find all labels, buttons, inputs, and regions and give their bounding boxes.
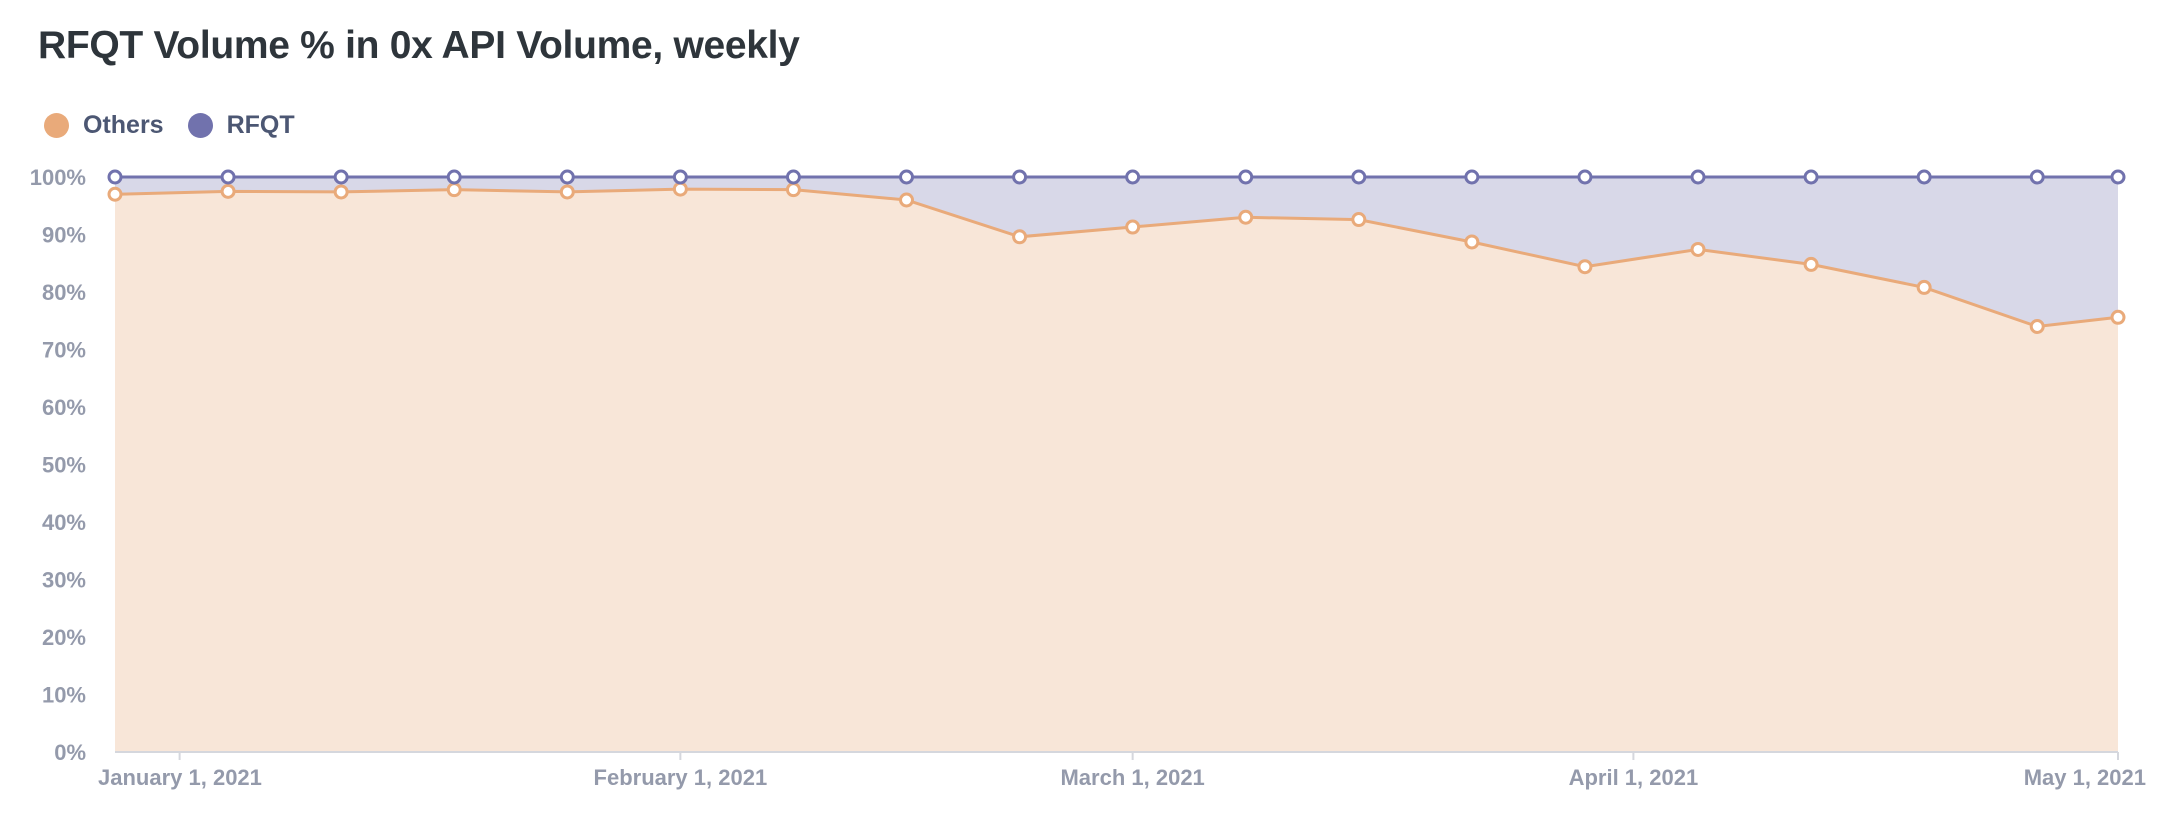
rfqt-point (1577, 169, 1593, 185)
legend-item-others[interactable]: Others (44, 111, 164, 140)
legend-label-others: Others (83, 110, 164, 139)
x-tick-label: April 1, 2021 (1569, 765, 1699, 790)
rfqt-point (1351, 169, 1367, 185)
x-tick-label: February 1, 2021 (594, 765, 768, 790)
others-point (672, 181, 688, 197)
others-point (333, 184, 349, 200)
others-point (559, 184, 575, 200)
legend-swatch-rfqt (187, 112, 213, 138)
y-tick-label: 50% (42, 453, 86, 478)
rfqt-point (1464, 169, 1480, 185)
rfqt-point (559, 169, 575, 185)
others-point (1690, 241, 1706, 257)
x-tick-label: January 1, 2021 (98, 765, 262, 790)
y-tick-label: 90% (42, 223, 86, 248)
x-tick-label: March 1, 2021 (1060, 765, 1204, 790)
rfqt-point (333, 169, 349, 185)
rfqt-point (785, 169, 801, 185)
legend-label-rfqt: RFQT (226, 110, 295, 139)
x-tick-label: May 1, 2021 (2024, 765, 2146, 790)
rfqt-point (220, 169, 236, 185)
chart-title: RFQT Volume % in 0x API Volume, weekly (38, 24, 800, 67)
others-point (220, 183, 236, 199)
others-point (107, 186, 123, 202)
rfqt-point (2110, 169, 2126, 185)
rfqt-area (115, 177, 2118, 327)
others-point (1803, 256, 1819, 272)
y-tick-label: 10% (42, 683, 86, 708)
y-tick-label: 70% (42, 338, 86, 363)
y-tick-label: 40% (42, 510, 86, 535)
legend-swatch-others (44, 112, 69, 138)
others-point (1012, 229, 1028, 245)
y-tick-label: 20% (42, 625, 86, 650)
rfqt-point (107, 169, 123, 185)
rfqt-point (1238, 169, 1254, 185)
rfqt-point (1916, 169, 1932, 185)
y-tick-label: 30% (42, 568, 86, 593)
legend-item-rfqt[interactable]: RFQT (187, 110, 295, 140)
others-point (2110, 309, 2126, 325)
y-tick-label: 80% (42, 280, 86, 305)
others-point (1125, 219, 1141, 235)
others-point (1577, 259, 1593, 275)
rfqt-point (446, 169, 462, 185)
others-point (446, 182, 462, 198)
others-point (785, 182, 801, 198)
y-tick-label: 60% (42, 395, 86, 420)
rfqt-point (1803, 169, 1819, 185)
others-point (899, 192, 915, 208)
others-point (1238, 209, 1254, 225)
rfqt-point (1012, 169, 1028, 185)
chart-legend: Others RFQT (44, 108, 319, 142)
rfqt-point (1690, 169, 1706, 185)
others-area (115, 189, 2118, 753)
others-point (1464, 234, 1480, 250)
others-point (1351, 212, 1367, 228)
y-tick-label: 0% (54, 740, 86, 765)
rfqt-point (2029, 169, 2045, 185)
others-point (2029, 319, 2045, 334)
rfqt-point (899, 169, 915, 185)
y-tick-label: 100% (30, 165, 86, 190)
rfqt-point (1125, 169, 1141, 185)
others-point (1916, 279, 1932, 295)
rfqt-point (672, 169, 688, 185)
